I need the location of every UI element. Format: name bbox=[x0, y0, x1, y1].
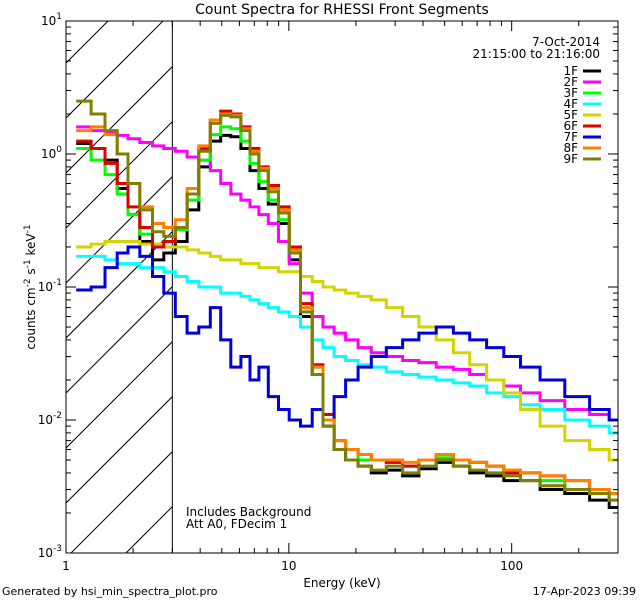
series-4f-line bbox=[76, 254, 618, 435]
legend-label: 9F bbox=[563, 152, 578, 166]
y-tick-exponent: -3 bbox=[53, 544, 62, 554]
y-tick-base: 10 bbox=[38, 546, 53, 560]
hatch-line bbox=[66, 21, 164, 119]
y-tick-label: 10-2 bbox=[38, 411, 62, 427]
y-tick-exponent: 0 bbox=[56, 145, 62, 155]
x-tick-label: 1 bbox=[62, 559, 70, 573]
hatch-line bbox=[70, 450, 173, 553]
y-tick-exponent: 1 bbox=[56, 12, 62, 22]
hatched-low-energy-region bbox=[0, 0, 640, 553]
date-label: 7-Oct-2014 bbox=[532, 35, 600, 49]
hatch-line bbox=[66, 175, 173, 284]
time-range-label: 21:15:00 to 21:16:00 bbox=[473, 47, 600, 61]
legend-label: 3F bbox=[563, 86, 578, 100]
series-layer bbox=[76, 99, 618, 509]
y-label-exp: -1 bbox=[23, 259, 33, 268]
y-tick-base: 10 bbox=[38, 280, 53, 294]
y-tick-label: 100 bbox=[41, 145, 62, 161]
y-axis-label: counts cm-2 s-1 keV-1 bbox=[23, 224, 38, 349]
y-label-part: s bbox=[24, 268, 38, 278]
series-6f-line bbox=[76, 109, 618, 495]
x-tick-label: 10 bbox=[281, 559, 296, 573]
hatch-line bbox=[236, 0, 640, 553]
y-tick-label: 10-3 bbox=[38, 544, 62, 560]
legend-label: 1F bbox=[563, 64, 578, 78]
series-3f-line bbox=[76, 125, 618, 502]
hatch-line bbox=[0, 0, 121, 553]
legend-label: 8F bbox=[563, 141, 578, 155]
y-tick-exponent: -1 bbox=[53, 278, 62, 288]
series-2f-line bbox=[76, 125, 618, 422]
legend-label: 6F bbox=[563, 119, 578, 133]
y-tick-label: 101 bbox=[41, 12, 62, 28]
note-attenuator: Att A0, FDecim 1 bbox=[186, 517, 287, 531]
x-tick-label: 100 bbox=[500, 559, 523, 573]
plot-timestamp: 17-Apr-2023 09:39 bbox=[533, 585, 636, 598]
y-label-exp: -2 bbox=[23, 278, 33, 287]
y-tick-exponent: -2 bbox=[53, 411, 62, 421]
y-tick-base: 10 bbox=[41, 14, 56, 28]
y-label-part: keV bbox=[24, 233, 38, 260]
series-9f-line bbox=[76, 99, 618, 502]
legend-label: 4F bbox=[563, 97, 578, 111]
hatch-line bbox=[66, 120, 173, 229]
legend-label: 2F bbox=[563, 75, 578, 89]
generated-by: Generated by hsi_min_spectra_plot.pro bbox=[2, 585, 218, 598]
y-tick-base: 10 bbox=[38, 413, 53, 427]
series-7f-line bbox=[76, 245, 618, 428]
note-background: Includes Background bbox=[186, 505, 311, 519]
legend-label: 7F bbox=[563, 130, 578, 144]
y-tick-label: 10-1 bbox=[38, 278, 62, 294]
hatch-line bbox=[66, 21, 109, 64]
hatch-line bbox=[66, 395, 173, 504]
chart-title: Count Spectra for RHESSI Front Segments bbox=[195, 2, 489, 18]
hatch-line bbox=[66, 65, 173, 174]
y-label-part: counts cm bbox=[24, 287, 38, 349]
series-8f-line bbox=[76, 112, 618, 495]
series-5f-line bbox=[76, 240, 618, 462]
y-label-exp: -1 bbox=[23, 224, 33, 233]
y-tick-base: 10 bbox=[41, 147, 56, 161]
x-axis: 1 10 100 bbox=[62, 21, 619, 573]
series-1f-line bbox=[76, 133, 618, 509]
x-axis-label: Energy (keV) bbox=[303, 576, 380, 590]
legend-label: 5F bbox=[563, 108, 578, 122]
